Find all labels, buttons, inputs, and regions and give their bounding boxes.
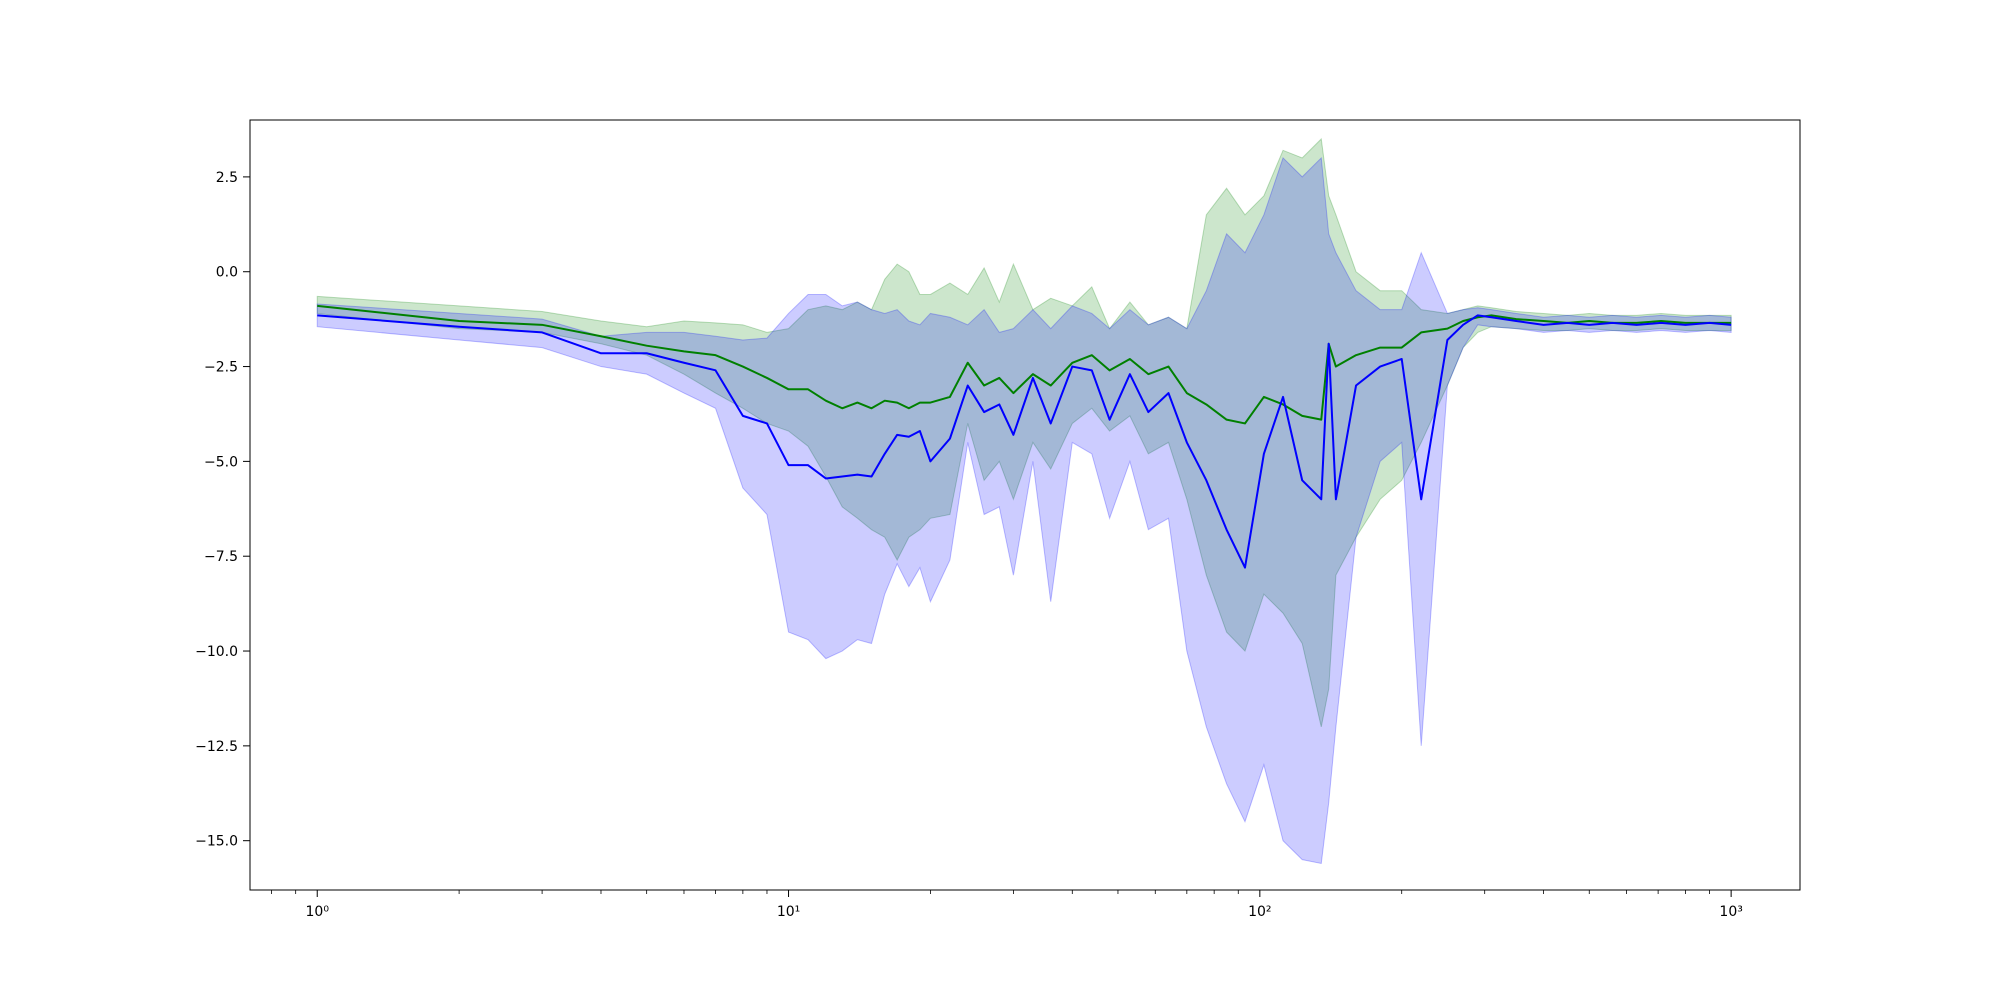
y-tick-label: −2.5 bbox=[204, 360, 238, 376]
series-1-band bbox=[316, 137, 1732, 728]
y-tick-label: −5.0 bbox=[204, 454, 238, 470]
y-axis: 2.5 0.0 −2.5 −5.0 −7.5 −10.0 −12.5 −15.0 bbox=[195, 170, 250, 850]
y-tick-label: 0.0 bbox=[216, 265, 238, 281]
x-tick-label: 10³ bbox=[1719, 904, 1742, 920]
x-axis: 10⁰ 10¹ 10² 10³ bbox=[271, 890, 1743, 920]
x-tick-label: 10² bbox=[1248, 904, 1271, 920]
x-tick-label: 10¹ bbox=[777, 904, 800, 920]
series-1-line bbox=[317, 304, 1732, 425]
y-tick-label: −15.0 bbox=[195, 834, 238, 850]
series-2-line bbox=[317, 314, 1732, 569]
y-tick-label: −10.0 bbox=[195, 644, 238, 660]
y-tick-label: −7.5 bbox=[204, 549, 238, 565]
series-lines bbox=[317, 304, 1732, 569]
plot-frame bbox=[249, 119, 1801, 891]
series-2-band bbox=[316, 156, 1732, 865]
y-tick-label: 2.5 bbox=[216, 170, 238, 186]
confidence-bands bbox=[316, 137, 1732, 865]
y-tick-label: −12.5 bbox=[195, 739, 238, 755]
x-tick-label: 10⁰ bbox=[306, 904, 330, 920]
